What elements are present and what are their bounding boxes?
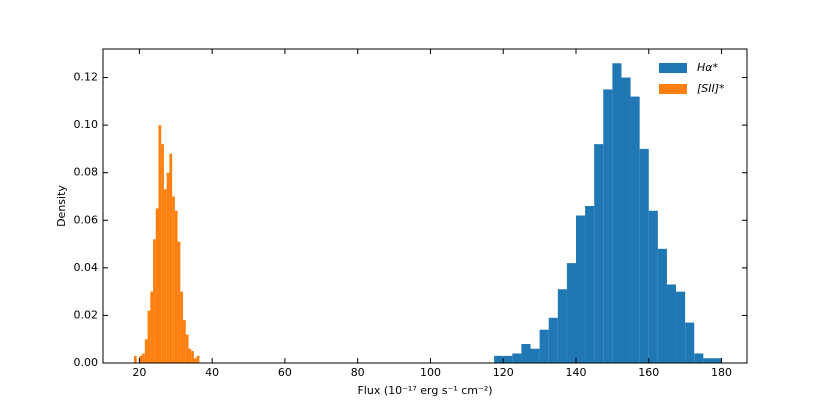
bar — [161, 144, 164, 363]
x-tick-label: 20 — [132, 366, 146, 379]
bar — [166, 172, 170, 363]
bar — [676, 291, 686, 363]
bar — [521, 343, 531, 363]
bar — [183, 320, 186, 363]
y-tick-label: 0.04 — [74, 261, 99, 274]
bar — [575, 215, 586, 363]
bar — [494, 355, 504, 363]
bar — [548, 317, 558, 363]
bar — [512, 353, 522, 363]
bar — [703, 358, 713, 363]
x-tick-label: 60 — [278, 366, 292, 379]
bar — [163, 189, 167, 363]
legend: Hα* [SII]* — [659, 61, 725, 95]
legend-label: [SII]* — [697, 82, 725, 95]
bar — [585, 206, 595, 363]
bar — [147, 310, 151, 363]
plot-frame — [102, 48, 748, 364]
bar — [557, 289, 567, 363]
bar — [174, 210, 178, 363]
bar — [530, 348, 540, 363]
bar — [621, 77, 631, 363]
y-tick-label: 0.02 — [74, 308, 99, 321]
x-tick-label: 140 — [565, 366, 586, 379]
bar — [666, 284, 677, 363]
bar — [712, 358, 722, 363]
bar — [566, 263, 576, 363]
x-axis-label: Flux (10⁻¹⁷ erg s⁻¹ cm⁻²) — [357, 384, 492, 397]
bar — [657, 248, 667, 363]
bar — [193, 358, 197, 363]
y-tick-label: 0.08 — [74, 166, 99, 179]
bar — [142, 353, 145, 363]
bar — [648, 210, 658, 363]
bar — [158, 125, 162, 363]
x-tick-label: 120 — [493, 366, 514, 379]
legend-swatch — [659, 84, 687, 94]
bar — [603, 89, 613, 363]
y-tick-label: 0.10 — [74, 118, 99, 131]
bar — [612, 63, 622, 363]
y-tick-label: 0.00 — [74, 356, 99, 369]
bar — [153, 239, 156, 363]
bar — [180, 291, 184, 363]
bar — [185, 334, 189, 363]
bar — [144, 339, 148, 363]
bar — [594, 144, 604, 363]
bar — [133, 355, 137, 363]
bar — [196, 355, 200, 363]
bar — [155, 208, 159, 363]
x-tick-label: 180 — [711, 366, 732, 379]
x-tick-label: 100 — [420, 366, 441, 379]
bar — [630, 96, 640, 364]
bar — [172, 196, 175, 363]
bar — [169, 153, 173, 363]
y-tick-label: 0.12 — [74, 71, 99, 84]
legend-label: Hα* — [697, 61, 719, 74]
x-tick-label: 40 — [205, 366, 219, 379]
bar — [188, 348, 192, 363]
bar — [685, 322, 695, 363]
x-tick-label: 80 — [351, 366, 365, 379]
bar — [150, 291, 154, 363]
bar — [639, 148, 649, 363]
bar — [177, 241, 181, 363]
y-tick-label: 0.06 — [74, 213, 99, 226]
legend-swatch — [659, 63, 687, 73]
bar — [191, 351, 194, 363]
bar — [503, 355, 513, 363]
x-tick-label: 160 — [638, 366, 659, 379]
y-axis-label: Density — [55, 185, 68, 227]
bar — [139, 355, 143, 363]
bar — [539, 329, 549, 363]
bar — [694, 353, 704, 363]
